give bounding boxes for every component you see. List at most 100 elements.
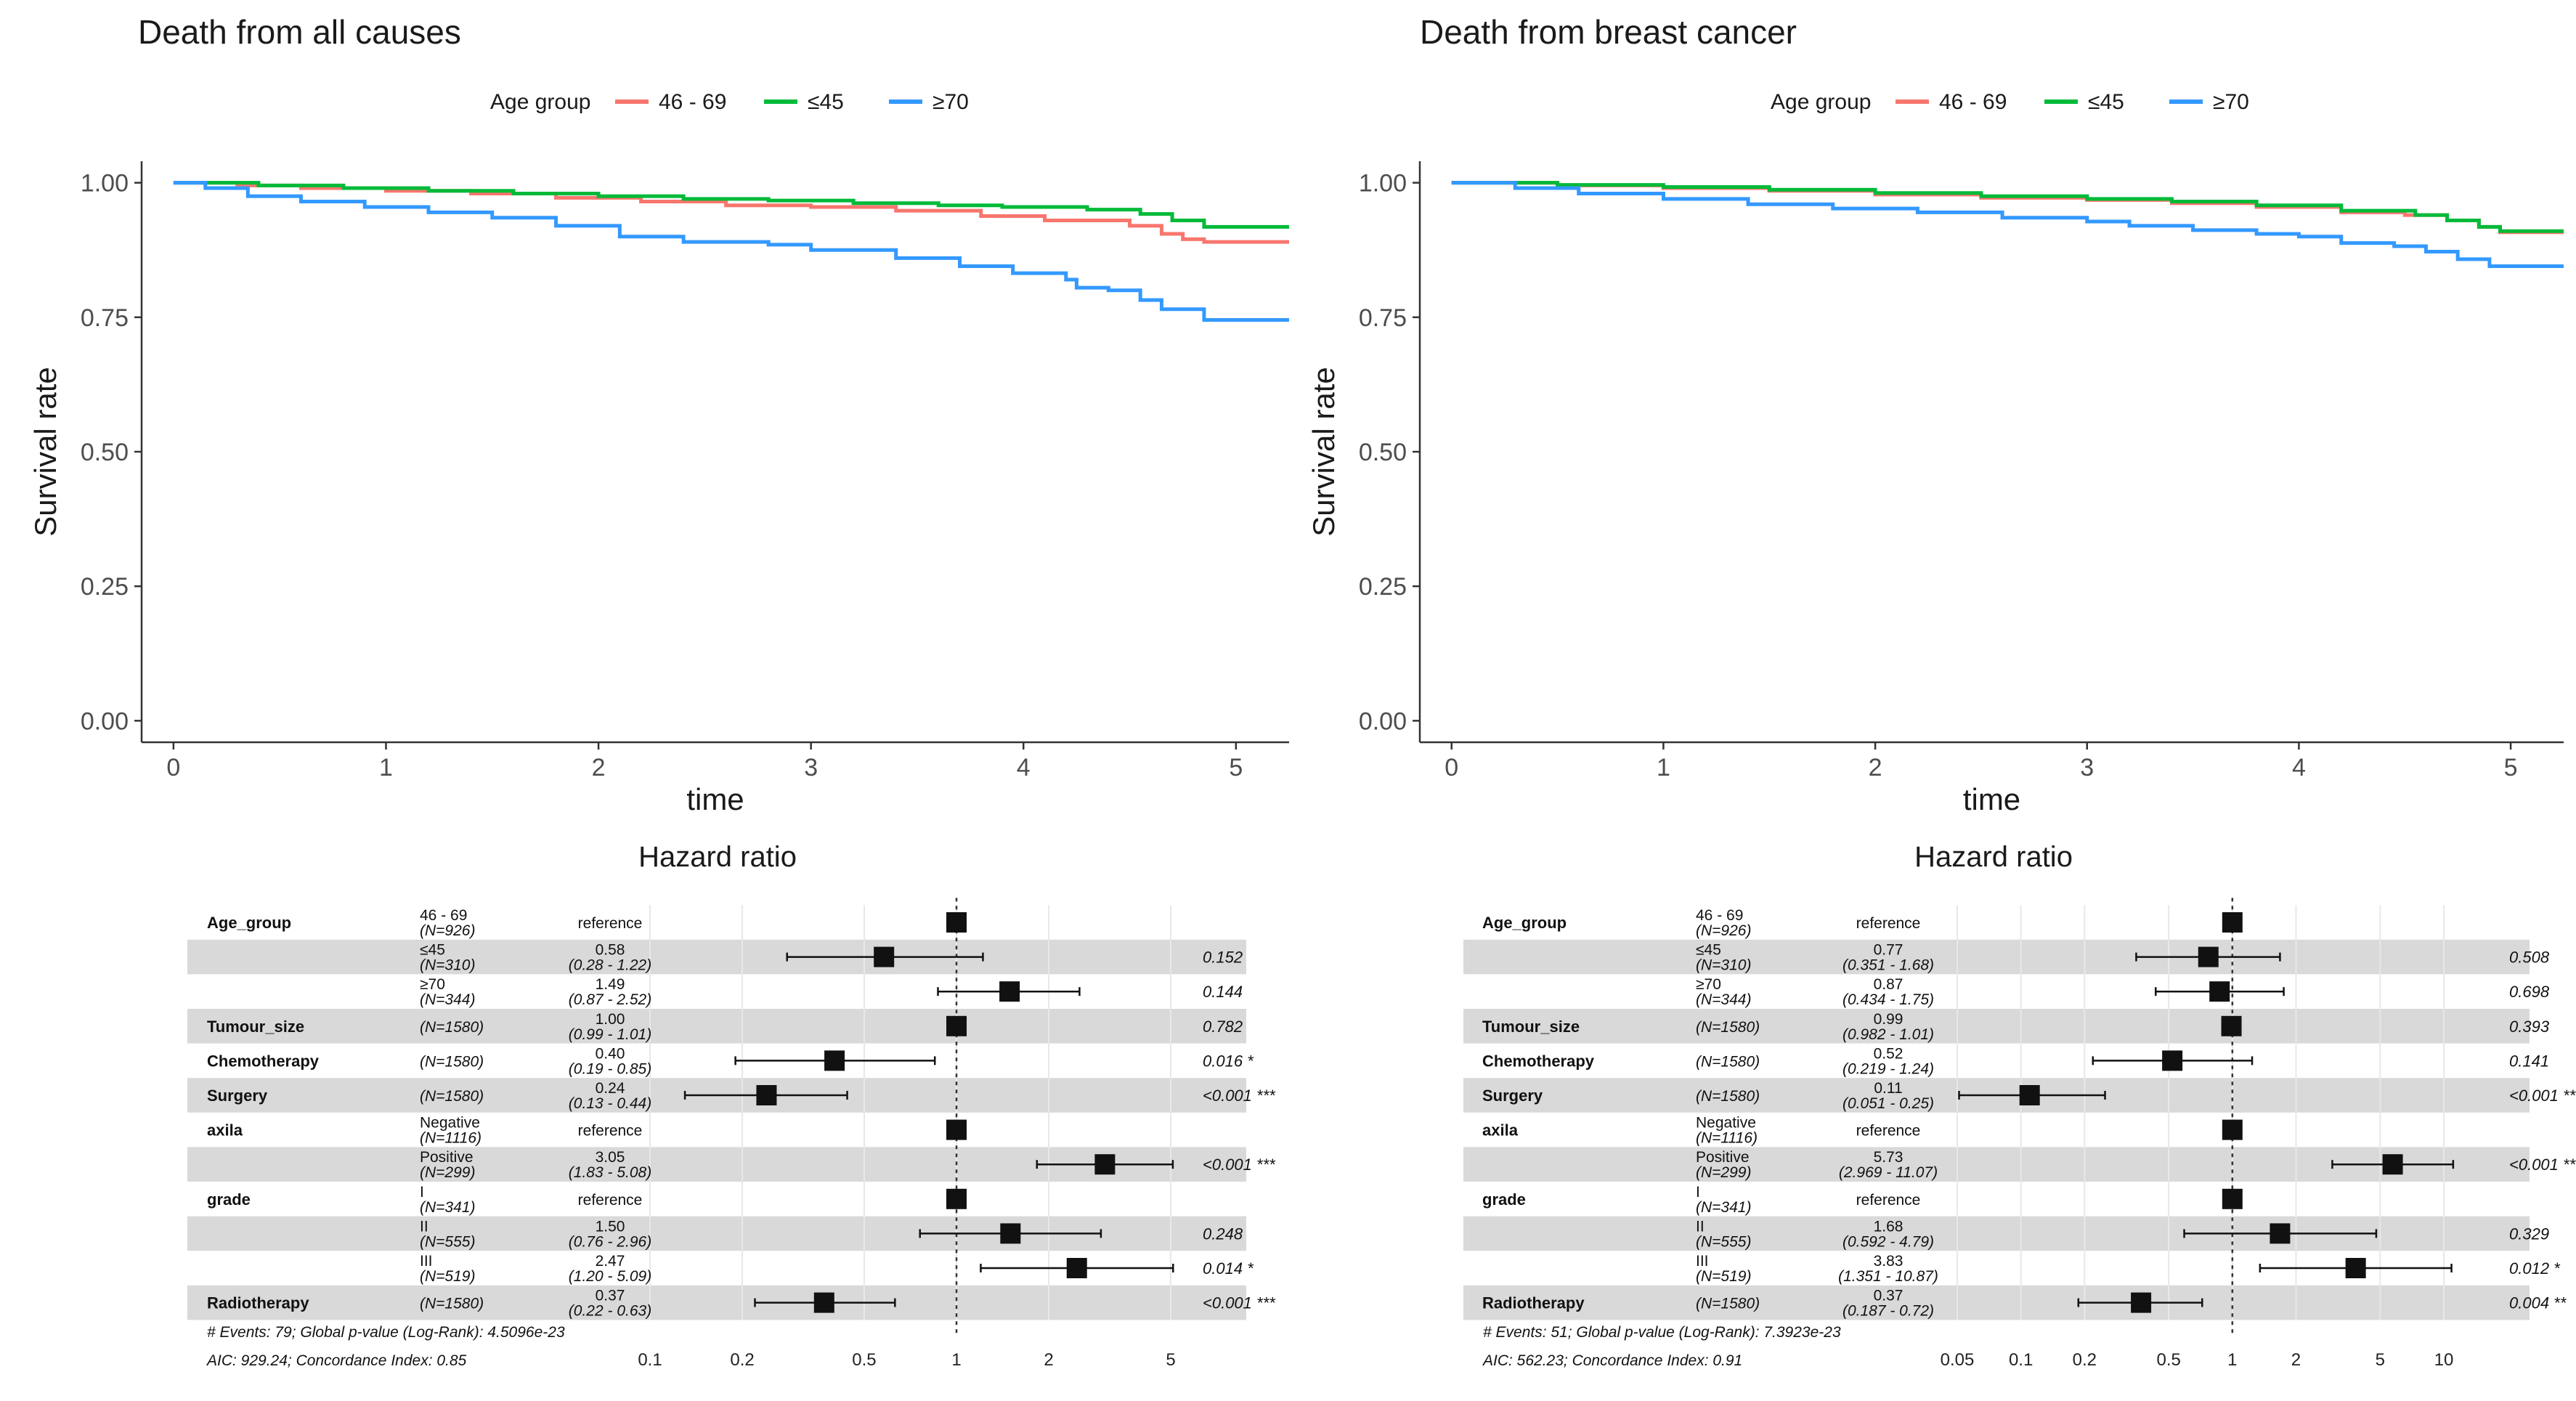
forest-pvalue: 0.248 (1203, 1225, 1243, 1243)
forest-estimate: reference (578, 915, 643, 932)
y-tick-label: 0.50 (81, 439, 129, 466)
x-tick-label: 0 (166, 754, 180, 781)
forest-row-band (187, 1285, 1246, 1320)
x-tick-label: 1 (379, 754, 393, 781)
forest-variable: Surgery (207, 1087, 268, 1105)
forest-n: (N=299) (420, 1164, 475, 1181)
forest-level: II (420, 1218, 428, 1235)
forest-n: (N=1580) (420, 1088, 484, 1105)
forest-tick-label: 0.1 (2009, 1350, 2033, 1370)
forest-point (1066, 1258, 1087, 1278)
forest-ci: (0.051 - 0.25) (1842, 1095, 1934, 1112)
forest-estimate: reference (1856, 1123, 1921, 1140)
forest-estimate: reference (1856, 915, 1921, 932)
forest-pvalue: 0.152 (1203, 949, 1243, 967)
forest-pvalue: 0.141 (2509, 1052, 2549, 1070)
forest-tick-label: 0.05 (1941, 1350, 1975, 1370)
forest-n: (N=341) (420, 1199, 475, 1216)
forest-estimate: reference (578, 1123, 643, 1140)
forest-variable: axila (1482, 1121, 1519, 1140)
forest-point (2198, 946, 2219, 967)
x-tick-label: 5 (2504, 754, 2518, 781)
forest-n: (N=555) (420, 1233, 475, 1250)
forest-point (2019, 1085, 2040, 1105)
forest-variable: Tumour_size (207, 1018, 304, 1036)
forest-level: ≤45 (1696, 942, 1721, 959)
forest-level: ≤45 (420, 942, 445, 959)
forest-pvalue: 0.329 (2509, 1225, 2549, 1243)
forest-n: (N=926) (1696, 922, 1751, 939)
forest-variable: grade (207, 1190, 251, 1209)
forest-point (756, 1085, 777, 1105)
forest-footer-aic: AIC: 929.24; Concordance Index: 0.85 (206, 1352, 467, 1369)
forest-n: (N=1580) (1696, 1088, 1760, 1105)
forest-level: 46 - 69 (1696, 907, 1743, 924)
forest-ci: (0.187 - 0.72) (1842, 1303, 1934, 1320)
forest-pvalue: 0.012 * (2509, 1259, 2561, 1278)
chart-title: Death from breast cancer (1420, 13, 1797, 51)
x-tick-label: 3 (804, 754, 818, 781)
forest-estimate: 3.05 (596, 1149, 625, 1166)
forest-variable: axila (207, 1121, 243, 1140)
forest-estimate: 0.11 (1874, 1080, 1902, 1097)
forest-title: Hazard ratio (638, 841, 797, 873)
forest-estimate: 3.83 (1874, 1253, 1903, 1270)
forest-row-band (1463, 1285, 2530, 1320)
forest-level: III (420, 1253, 433, 1270)
forest-n: (N=555) (1696, 1233, 1751, 1250)
legend-label: ≤45 (808, 90, 844, 114)
forest-pvalue: 0.016 * (1203, 1052, 1254, 1070)
chart-title: Death from all causes (138, 13, 461, 51)
forest-estimate: reference (1856, 1192, 1921, 1209)
legend-title: Age group (1771, 90, 1871, 114)
forest-point (999, 981, 1020, 1002)
forest-point (874, 946, 895, 967)
x-tick-label: 4 (2292, 754, 2306, 781)
forest-n: (N=1116) (1696, 1130, 1758, 1147)
forest-ci: (0.219 - 1.24) (1842, 1060, 1934, 1077)
forest-level: I (1696, 1184, 1700, 1201)
y-tick-label: 0.75 (81, 304, 129, 332)
x-tick-label: 0 (1445, 754, 1458, 781)
forest-row-band (187, 939, 1246, 975)
x-axis-title: time (686, 782, 744, 816)
y-axis-title: Survival rate (28, 367, 62, 536)
forest-n: (N=1116) (420, 1130, 482, 1147)
forest-estimate: 0.37 (1874, 1288, 1903, 1304)
forest-estimate: reference (578, 1192, 643, 1209)
forest-variable: Radiotherapy (207, 1294, 309, 1312)
forest-level: II (1696, 1218, 1705, 1235)
forest-ci: (0.76 - 2.96) (569, 1233, 651, 1250)
forest-pvalue: 0.782 (1203, 1018, 1243, 1036)
forest-pvalue: 0.508 (2509, 949, 2550, 967)
forest-level: III (1696, 1253, 1709, 1270)
forest-estimate: 0.40 (596, 1045, 625, 1062)
forest-estimate: 1.00 (596, 1011, 625, 1028)
forest-estimate: 0.87 (1874, 976, 1903, 993)
forest-ci: (0.13 - 0.44) (569, 1095, 651, 1112)
y-tick-label: 0.00 (1359, 707, 1407, 735)
forest-estimate: 0.58 (596, 942, 625, 959)
forest-footer-events: # Events: 51; Global p-value (Log-Rank):… (1483, 1324, 1841, 1341)
forest-pvalue: 0.004 ** (2509, 1294, 2567, 1312)
forest-ci: (0.982 - 1.01) (1842, 1026, 1934, 1043)
forest-tick-label: 0.5 (852, 1350, 876, 1370)
forest-point (2221, 1015, 2242, 1036)
forest-point (1094, 1154, 1116, 1175)
forest-n: (N=926) (420, 922, 475, 939)
forest-level: ≥70 (1696, 976, 1721, 993)
forest-row-band (1463, 939, 2530, 975)
forest-point (2345, 1258, 2366, 1278)
legend-label: ≥70 (933, 90, 969, 114)
forest-pvalue: <0.001 *** (1203, 1087, 1276, 1105)
legend-label: 46 - 69 (1939, 90, 2007, 114)
forest-pvalue: 0.698 (2509, 983, 2550, 1001)
forest-n: (N=519) (1696, 1268, 1751, 1285)
survival-curve-45 (1451, 181, 2564, 233)
forest-estimate: 0.77 (1874, 942, 1903, 959)
x-tick-label: 2 (592, 754, 606, 781)
forest-tick-label: 1 (2227, 1350, 2237, 1370)
survival-curve-45 (173, 181, 1289, 229)
forest-row-band (1463, 1009, 2530, 1044)
forest-point (2209, 981, 2230, 1002)
